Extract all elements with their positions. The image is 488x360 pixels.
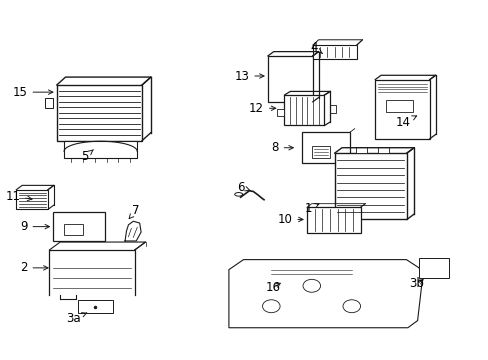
Bar bbox=[78, 300, 113, 314]
Bar bbox=[311, 146, 330, 158]
Text: 14: 14 bbox=[394, 116, 416, 129]
Bar bbox=[356, 147, 366, 153]
Bar bbox=[64, 224, 82, 234]
Bar bbox=[385, 100, 412, 112]
Bar bbox=[374, 80, 429, 139]
Text: 7: 7 bbox=[129, 204, 140, 219]
Text: 3b: 3b bbox=[408, 278, 423, 291]
Text: 3a: 3a bbox=[66, 311, 86, 325]
Text: 8: 8 bbox=[271, 141, 293, 154]
Bar bbox=[53, 212, 104, 241]
Bar bbox=[267, 56, 312, 102]
Text: 10: 10 bbox=[277, 213, 303, 226]
Bar bbox=[334, 153, 406, 220]
Bar bbox=[57, 85, 142, 140]
Text: 12: 12 bbox=[248, 102, 275, 115]
Text: 2: 2 bbox=[20, 261, 48, 274]
Text: 15: 15 bbox=[13, 86, 53, 99]
Bar bbox=[377, 147, 388, 153]
Text: 13: 13 bbox=[234, 69, 264, 82]
Text: 4: 4 bbox=[309, 41, 322, 54]
Text: 6: 6 bbox=[237, 181, 249, 194]
Text: 16: 16 bbox=[265, 281, 281, 294]
Bar bbox=[16, 190, 48, 210]
Bar bbox=[277, 109, 284, 116]
Bar bbox=[64, 141, 137, 158]
Bar bbox=[418, 258, 448, 278]
Bar bbox=[330, 105, 335, 113]
Bar bbox=[302, 132, 349, 163]
Text: 11: 11 bbox=[5, 190, 32, 203]
Bar bbox=[44, 98, 53, 108]
Bar bbox=[284, 95, 324, 126]
Bar bbox=[312, 45, 356, 59]
Bar bbox=[306, 207, 360, 233]
Text: 1: 1 bbox=[304, 202, 318, 215]
Text: 9: 9 bbox=[20, 220, 49, 233]
Text: 5: 5 bbox=[81, 150, 93, 163]
